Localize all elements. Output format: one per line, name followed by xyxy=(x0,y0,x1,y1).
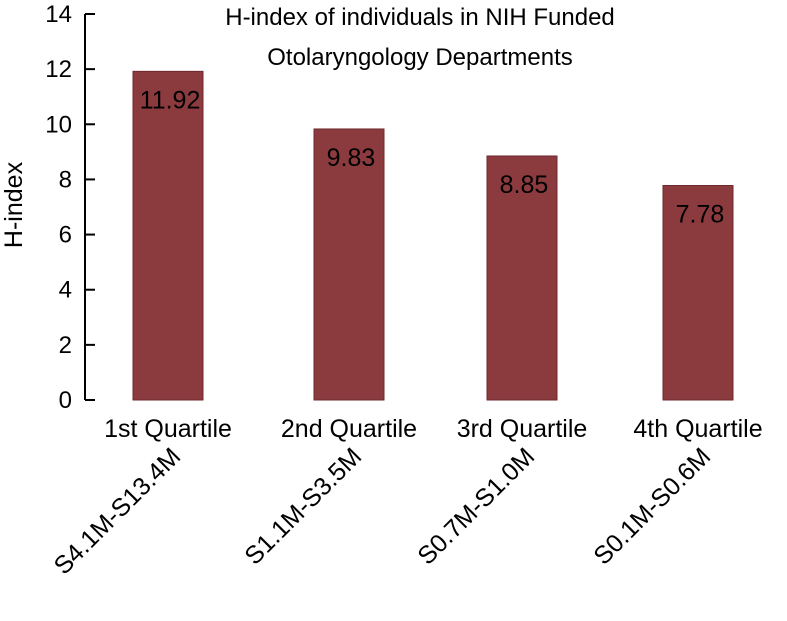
bar xyxy=(486,155,558,401)
y-tick-label: 0 xyxy=(59,387,72,414)
bar xyxy=(313,128,385,401)
data-label: 11.92 xyxy=(140,86,201,114)
bar xyxy=(132,70,204,401)
data-label: 9.83 xyxy=(327,144,376,172)
y-tick-label: 10 xyxy=(45,111,72,138)
category-labels: 1st Quartile 2nd Quartile 3rd Quartile 4th … xyxy=(104,415,763,443)
subcategory-label: S0.1M-S0.6M xyxy=(588,442,716,570)
data-labels: 11.92 9.83 8.85 7.78 xyxy=(140,86,725,228)
subcategory-label: S0.7M-S1.0M xyxy=(412,442,540,570)
subcategory-label: S4.1M-S13.4M xyxy=(49,442,187,580)
chart-title: H-index of individuals in NIH Funded Oto… xyxy=(225,4,615,71)
y-axis-label: H-index xyxy=(0,161,28,248)
subcategory-labels: S4.1M-S13.4M S1.1M-S3.5M S0.7M-S1.0M S0.1M-… xyxy=(49,442,717,580)
y-tick-label: 8 xyxy=(59,166,72,193)
category-label: 3rd Quartile xyxy=(457,415,588,443)
category-label: 1st Quartile xyxy=(104,415,232,443)
bar xyxy=(662,184,734,401)
y-tick-label: 6 xyxy=(59,222,72,249)
y-tick-label: 12 xyxy=(45,56,72,83)
chart-title-line-1: H-index of individuals in NIH Funded xyxy=(225,4,615,31)
chart-title-line-2: Otolaryngology Departments xyxy=(267,44,572,71)
subcategory-label: S1.1M-S3.5M xyxy=(239,442,367,570)
bars xyxy=(132,70,734,401)
y-tick-label: 4 xyxy=(59,277,72,304)
y-axis-ticks: 0 2 4 6 8 10 12 14 xyxy=(45,1,95,414)
data-label: 7.78 xyxy=(676,200,725,228)
data-label: 8.85 xyxy=(500,171,549,199)
y-tick-label: 14 xyxy=(45,1,72,28)
category-label: 4th Quartile xyxy=(633,415,762,443)
category-label: 2nd Quartile xyxy=(281,415,417,443)
y-tick-label: 2 xyxy=(59,332,72,359)
